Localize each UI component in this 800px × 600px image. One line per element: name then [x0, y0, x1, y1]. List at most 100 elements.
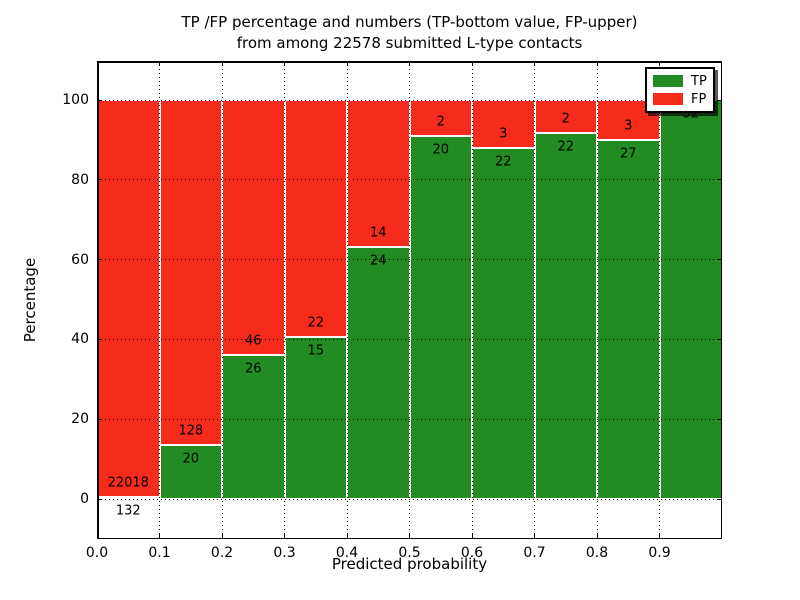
- x-tick-mark: [471, 534, 473, 539]
- chart-title-line1: TP /FP percentage and numbers (TP-bottom…: [181, 13, 638, 31]
- y-tick-label: 60: [71, 251, 89, 268]
- y-tick-mark: [97, 259, 102, 261]
- x-tick-mark: [346, 61, 348, 66]
- bar-segment-tp: [222, 354, 285, 499]
- x-tick-label: 0.0: [85, 545, 109, 561]
- y-tick-label: 20: [71, 411, 89, 428]
- bar-count-label-fp: 3: [624, 118, 633, 134]
- x-tick-mark: [596, 534, 598, 539]
- gridline-vertical: [596, 61, 598, 539]
- y-tick-mark: [97, 99, 102, 101]
- y-tick-mark: [97, 498, 102, 500]
- x-tick-mark: [471, 61, 473, 66]
- y-tick-mark: [97, 418, 102, 420]
- fp-color-swatch: [653, 93, 683, 105]
- x-tick-label: 0.8: [585, 545, 609, 561]
- bar-segment-fp: [347, 100, 410, 247]
- x-tick-mark: [534, 534, 535, 539]
- legend: TP FP: [645, 67, 715, 113]
- y-tick-label: 0: [80, 491, 89, 507]
- bar-segment-tp: [347, 247, 410, 499]
- gridline-vertical: [346, 61, 348, 539]
- spine-bottom: [97, 537, 722, 539]
- x-tick-mark: [284, 61, 285, 66]
- y-tick-label: 80: [71, 171, 89, 188]
- bar-segment-fp: [284, 100, 347, 338]
- x-tick-mark: [409, 534, 410, 539]
- bar-segment-fp: [409, 100, 472, 137]
- spine-top: [97, 61, 722, 63]
- x-tick-mark: [346, 534, 348, 539]
- legend-label-fp: FP: [691, 91, 707, 107]
- bar-segment-tp: [472, 147, 535, 499]
- x-tick-mark: [534, 61, 535, 66]
- bar-segment-tp: [159, 445, 222, 499]
- chart-title-line2: from among 22578 submitted L-type contac…: [236, 34, 583, 52]
- x-tick-mark: [659, 61, 660, 66]
- bar-count-label-tp: 20: [182, 451, 200, 467]
- bar-count-label-fp: 2: [561, 111, 570, 127]
- bar-count-label-tp: 15: [307, 343, 325, 359]
- bar-count-label-tp: 22: [557, 139, 575, 155]
- y-tick-label: 40: [71, 331, 89, 348]
- spine-right: [720, 61, 722, 539]
- bar-count-label-fp: 22: [307, 315, 325, 331]
- bar-count-label-tp: 132: [115, 503, 141, 519]
- bar-segment-fp: [97, 100, 160, 497]
- bar-segment-fp: [159, 100, 222, 446]
- spine-left: [97, 61, 99, 539]
- bar-count-label-tp: 27: [619, 146, 637, 162]
- bar-count-label-tp: 26: [244, 361, 262, 377]
- x-tick-mark: [596, 61, 598, 66]
- x-axis-label: Predicted probability: [331, 555, 488, 573]
- x-tick-mark: [659, 534, 660, 539]
- y-tick-mark: [717, 99, 722, 101]
- legend-entry-tp: TP: [653, 74, 707, 89]
- bar-count-label-fp: 14: [369, 225, 387, 241]
- legend-entry-fp: FP: [653, 92, 707, 107]
- bar-count-label-fp: 3: [499, 126, 508, 142]
- bar-segment-fp: [534, 100, 597, 134]
- y-tick-mark: [717, 418, 722, 420]
- x-tick-label: 0.2: [210, 545, 234, 561]
- bar-count-label-tp: 24: [369, 253, 387, 269]
- x-tick-label: 0.1: [148, 545, 171, 561]
- y-tick-mark: [97, 338, 102, 340]
- y-tick-label: 100: [62, 92, 89, 108]
- gridline-vertical: [471, 61, 473, 539]
- gridline-vertical: [221, 61, 223, 539]
- legend-label-tp: TP: [691, 73, 707, 89]
- x-tick-mark: [409, 61, 410, 66]
- gridline-vertical: [159, 61, 160, 539]
- y-tick-mark: [717, 498, 722, 500]
- x-tick-label: 0.4: [335, 545, 359, 561]
- x-tick-mark: [284, 534, 285, 539]
- bar-segment-tp: [597, 139, 660, 499]
- y-tick-mark: [717, 259, 722, 261]
- bar-count-label-fp: 22018: [107, 475, 149, 491]
- bar-segment-fp: [222, 100, 285, 355]
- y-tick-mark: [717, 338, 722, 340]
- gridline-vertical: [409, 61, 410, 539]
- plot-area: 22018 132 128 20 46 26 22 15 14 24 2 20 3 22 2 22 3 27 52: [96, 61, 722, 539]
- x-tick-label: 0.5: [398, 545, 421, 561]
- y-tick-mark: [717, 179, 722, 181]
- bar-count-label-tp: 20: [432, 142, 450, 158]
- chart-title: TP /FP percentage and numbers (TP-bottom…: [97, 12, 722, 54]
- x-tick-mark: [221, 534, 223, 539]
- bar-count-label-fp: 46: [244, 333, 262, 349]
- gridline-vertical: [534, 61, 535, 539]
- bar-count-label-tp: 22: [494, 154, 512, 170]
- x-tick-label: 0.7: [523, 545, 546, 561]
- bar-count-label-fp: 2: [436, 114, 445, 130]
- bar-segment-tp: [659, 100, 722, 499]
- bar-count-label-fp: 128: [178, 423, 204, 439]
- tp-color-swatch: [653, 75, 683, 87]
- x-tick-label: 0.3: [273, 545, 296, 561]
- gridline-vertical: [284, 61, 285, 539]
- gridline-vertical: [659, 61, 660, 539]
- bar-segment-tp: [409, 136, 472, 499]
- x-tick-mark: [159, 61, 160, 66]
- x-tick-mark: [159, 534, 160, 539]
